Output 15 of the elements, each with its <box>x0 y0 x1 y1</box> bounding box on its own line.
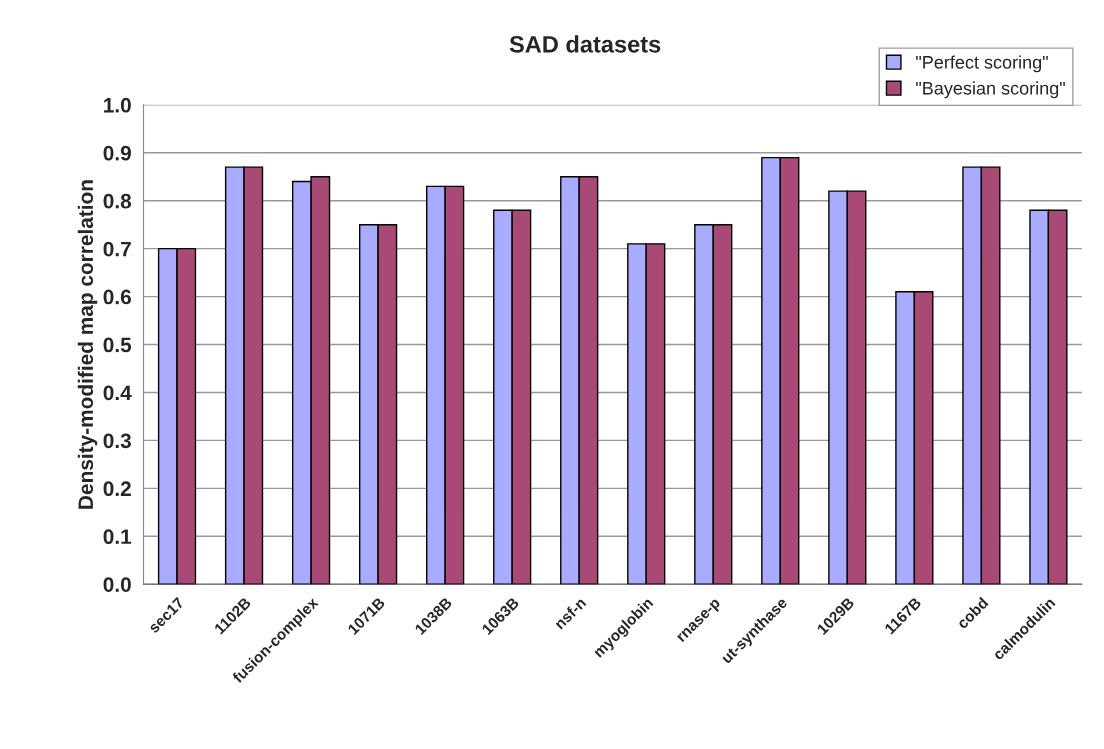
legend-label: "Bayesian scoring" <box>916 81 1065 99</box>
y-tick-label: 1.0 <box>104 97 131 113</box>
y-tick-label: 0.8 <box>103 193 132 209</box>
y-tick-label: 0.6 <box>103 289 131 305</box>
y-axis-title: Density-modified map correlation <box>77 180 98 509</box>
y-tick-label: 0.9 <box>103 145 131 161</box>
y-tick-label: 0.5 <box>103 337 132 353</box>
chart-title: SAD datasets <box>509 35 661 53</box>
y-tick-label: 0.4 <box>103 385 132 401</box>
y-tick-label: 0.2 <box>103 481 131 497</box>
y-tick-label: 0.3 <box>103 433 131 449</box>
legend-label: "Perfect scoring" <box>916 55 1048 73</box>
y-tick-label: 0.7 <box>103 241 131 257</box>
y-tick-label: 0.1 <box>103 529 132 545</box>
y-tick-label: 0.0 <box>103 577 131 592</box>
